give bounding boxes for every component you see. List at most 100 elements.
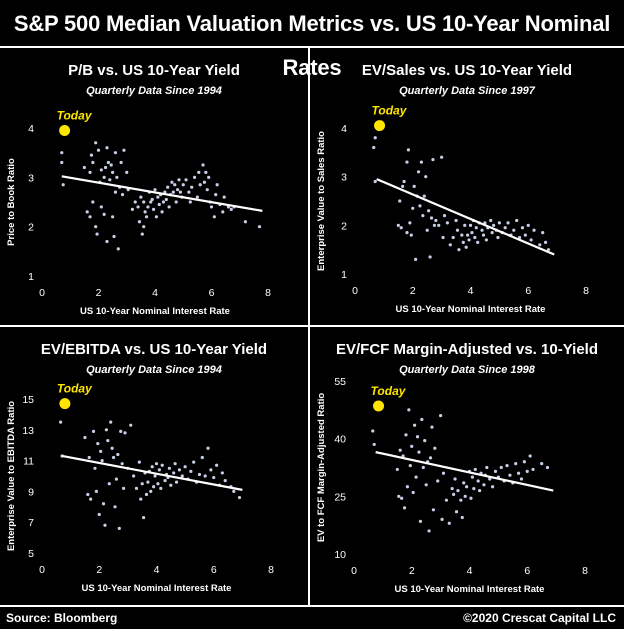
data-point <box>427 529 431 533</box>
data-point <box>142 225 146 229</box>
title-divider <box>0 46 624 48</box>
data-point <box>195 195 199 199</box>
data-point <box>132 474 136 478</box>
y-tick-label: 4 <box>28 123 34 135</box>
y-tick-label: 1 <box>28 271 34 283</box>
data-point <box>121 486 126 490</box>
data-point <box>372 145 376 150</box>
data-point <box>209 468 213 472</box>
panel-title: P/B vs. US 10-Year Yield <box>68 62 240 79</box>
x-axis-label: US 10-Year Nominal Interest Rate <box>396 304 546 315</box>
x-axis-label: US 10-Year Nominal Interest Rate <box>395 584 545 595</box>
data-point <box>440 517 444 521</box>
data-point <box>173 183 177 187</box>
data-point <box>140 232 144 236</box>
y-tick-label: 2 <box>28 222 34 234</box>
data-point <box>149 200 153 204</box>
data-point <box>546 248 551 252</box>
x-tick-label: 2 <box>96 287 102 299</box>
data-point <box>461 240 465 244</box>
data-point <box>405 231 409 235</box>
data-point <box>400 496 404 500</box>
data-point <box>116 452 120 457</box>
data-point <box>473 467 477 472</box>
data-point <box>257 225 262 229</box>
today-label: Today <box>57 108 93 122</box>
data-point <box>59 420 63 424</box>
data-point <box>505 463 509 468</box>
data-point <box>440 155 444 159</box>
data-point <box>372 442 376 447</box>
data-point <box>189 469 193 473</box>
data-point <box>169 483 173 487</box>
data-point <box>188 200 192 204</box>
data-point <box>201 163 205 167</box>
data-point <box>418 204 422 208</box>
data-point <box>206 446 210 450</box>
y-tick-label: 11 <box>23 456 34 468</box>
data-point <box>93 466 97 470</box>
data-point <box>416 170 421 174</box>
data-point <box>161 200 166 204</box>
data-point <box>532 228 536 232</box>
data-point <box>214 193 218 197</box>
data-point <box>396 223 400 227</box>
data-point <box>419 160 424 164</box>
data-point <box>232 489 236 493</box>
data-point <box>519 477 524 481</box>
data-point <box>88 170 92 174</box>
y-tick-label: 10 <box>334 549 346 561</box>
data-point <box>91 200 95 204</box>
data-point <box>108 178 112 182</box>
data-point <box>485 465 489 470</box>
data-point <box>122 148 126 152</box>
data-point <box>204 170 208 174</box>
data-point <box>111 215 115 219</box>
data-point <box>103 523 107 527</box>
data-point <box>464 245 468 249</box>
data-point <box>540 462 544 466</box>
data-point <box>454 218 458 223</box>
y-tick-label: 3 <box>341 172 347 184</box>
trendline <box>375 451 554 492</box>
data-point <box>538 243 542 247</box>
data-point <box>408 221 412 225</box>
data-point <box>439 414 443 418</box>
data-point <box>129 423 133 427</box>
data-point <box>87 455 91 460</box>
data-point <box>114 477 119 481</box>
data-point <box>209 205 214 209</box>
data-point <box>102 175 106 179</box>
data-point <box>460 515 464 520</box>
x-tick-label: 4 <box>467 565 473 577</box>
panel-divider-vertical <box>308 46 310 605</box>
y-tick-label: 40 <box>334 434 346 446</box>
data-point <box>151 207 156 211</box>
trendline <box>376 178 555 256</box>
data-point <box>222 195 226 199</box>
x-tick-label: 4 <box>152 287 158 299</box>
today-label: Today <box>371 384 407 398</box>
y-tick-label: 3 <box>28 172 34 184</box>
footer-divider <box>0 605 624 607</box>
data-point <box>491 485 495 489</box>
data-point <box>463 494 467 498</box>
data-point <box>529 238 533 242</box>
data-point <box>448 243 452 247</box>
data-point <box>215 183 219 187</box>
data-point <box>94 225 98 229</box>
data-point <box>473 235 477 240</box>
x-tick-label: 6 <box>209 287 215 299</box>
data-point <box>150 465 154 469</box>
data-point <box>96 148 101 152</box>
data-point <box>506 221 510 225</box>
y-tick-label: 25 <box>334 491 346 503</box>
data-point <box>97 512 101 517</box>
source-note: Source: Bloomberg <box>6 611 118 625</box>
data-point <box>503 226 507 230</box>
data-point <box>456 488 460 493</box>
data-point <box>373 179 377 184</box>
panel-ev-sales: EV/Sales vs. US 10-Year Yield Quarterly D… <box>316 62 589 315</box>
x-tick-label: 0 <box>351 565 357 577</box>
